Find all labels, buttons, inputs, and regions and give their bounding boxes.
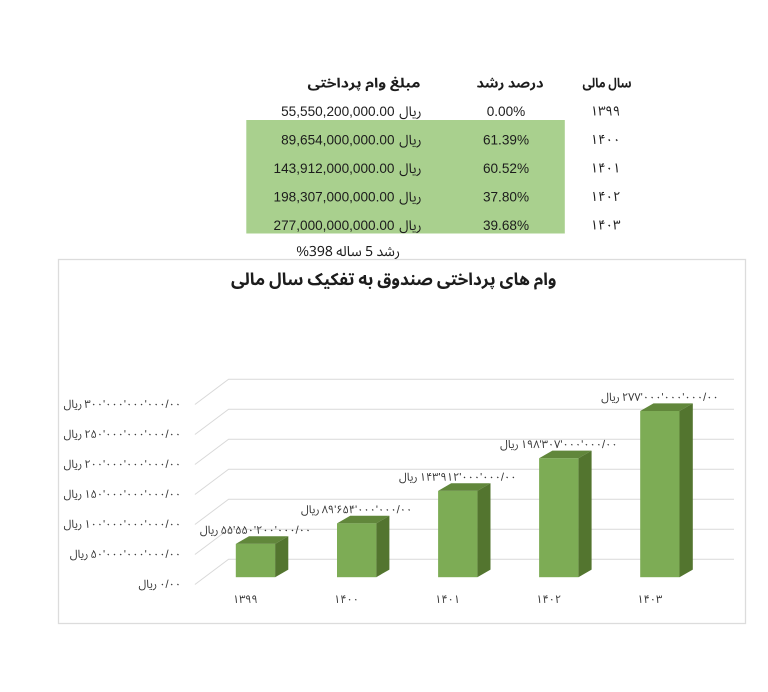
svg-text:39.68%: 39.68% (483, 218, 529, 233)
svg-text:61.39%: 61.39% (483, 133, 529, 148)
svg-text:37.80%: 37.80% (483, 190, 529, 205)
svg-text:60.52%: 60.52% (483, 161, 529, 176)
svg-text:0.00%: 0.00% (487, 104, 526, 119)
svg-text:55,550,200,000.00: 55,550,200,000.00 (281, 104, 395, 119)
svg-text:143,912,000,000.00: 143,912,000,000.00 (274, 161, 395, 176)
svg-text:198,307,000,000.00: 198,307,000,000.00 (274, 190, 395, 205)
svg-text:89,654,000,000.00: 89,654,000,000.00 (281, 133, 395, 148)
svg-text:277,000,000,000.00: 277,000,000,000.00 (274, 218, 395, 233)
